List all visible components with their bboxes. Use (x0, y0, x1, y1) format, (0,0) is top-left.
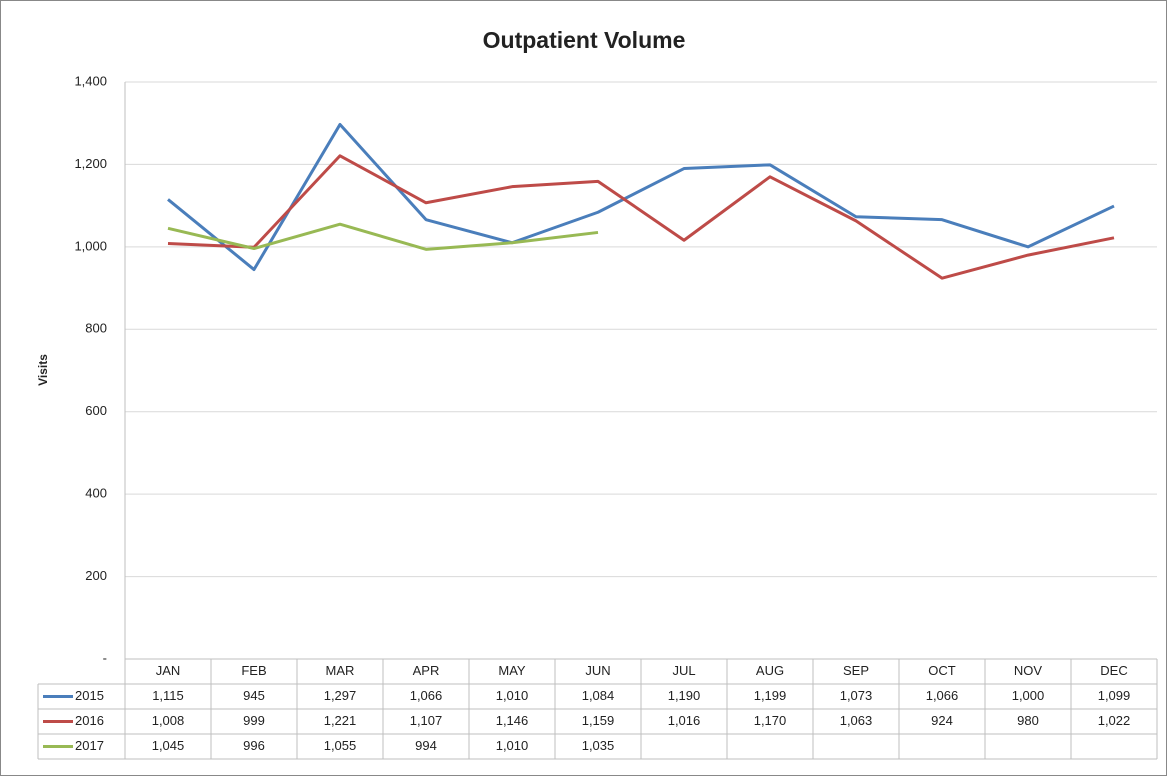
table-value: 1,016 (668, 713, 701, 728)
x-tick-label: APR (413, 663, 440, 678)
table-value: 1,199 (754, 688, 787, 703)
table-value: 1,066 (926, 688, 959, 703)
x-tick-label: AUG (756, 663, 784, 678)
table-value: 1,159 (582, 713, 615, 728)
y-tick-label: 1,200 (74, 156, 107, 171)
x-tick-label: SEP (843, 663, 869, 678)
x-tick-label: JUL (672, 663, 695, 678)
legend-label: 2015 (75, 688, 104, 703)
y-tick-label: 1,400 (74, 73, 107, 88)
table-value: 924 (931, 713, 953, 728)
table-value: 1,297 (324, 688, 357, 703)
table-value: 1,063 (840, 713, 873, 728)
table-value: 1,084 (582, 688, 615, 703)
table-value: 994 (415, 738, 437, 753)
table-value: 1,099 (1098, 688, 1131, 703)
x-tick-label: JUN (585, 663, 610, 678)
table-value: 1,221 (324, 713, 357, 728)
table-value: 1,022 (1098, 713, 1131, 728)
y-tick-label: 800 (85, 321, 107, 336)
series-line (167, 154, 1115, 280)
table-value: 1,045 (152, 738, 185, 753)
table-value: 1,115 (152, 688, 184, 703)
x-tick-label: OCT (928, 663, 956, 678)
x-tick-label: JAN (156, 663, 181, 678)
x-tick-label: NOV (1014, 663, 1043, 678)
table-value: 1,055 (324, 738, 357, 753)
y-tick-label: 600 (85, 403, 107, 418)
x-tick-label: DEC (1100, 663, 1127, 678)
x-tick-label: FEB (241, 663, 266, 678)
x-tick-label: MAR (326, 663, 355, 678)
table-value: 980 (1017, 713, 1039, 728)
table-value: 1,066 (410, 688, 443, 703)
series-line (167, 122, 1115, 272)
table-value: 1,010 (496, 688, 529, 703)
series-line (167, 222, 599, 251)
table-value: 945 (243, 688, 265, 703)
y-tick-label: 400 (85, 486, 107, 501)
chart-title: Outpatient Volume (483, 27, 686, 53)
y-tick-label: 1,000 (74, 238, 107, 253)
y-tick-label: - (103, 650, 107, 665)
table-value: 1,010 (496, 738, 529, 753)
table-value: 1,008 (152, 713, 185, 728)
table-value: 1,107 (410, 713, 443, 728)
table-value: 1,035 (582, 738, 615, 753)
table-value: 1,073 (840, 688, 873, 703)
y-tick-label: 200 (85, 568, 107, 583)
legend-label: 2017 (75, 738, 104, 753)
table-value: 999 (243, 713, 265, 728)
table-value: 1,146 (496, 713, 529, 728)
table-value: 1,000 (1012, 688, 1045, 703)
table-value: 1,190 (668, 688, 701, 703)
legend-label: 2016 (75, 713, 104, 728)
x-tick-label: MAY (498, 663, 526, 678)
table-value: 1,170 (754, 713, 787, 728)
table-value: 996 (243, 738, 265, 753)
y-axis-title: Visits (36, 354, 50, 386)
